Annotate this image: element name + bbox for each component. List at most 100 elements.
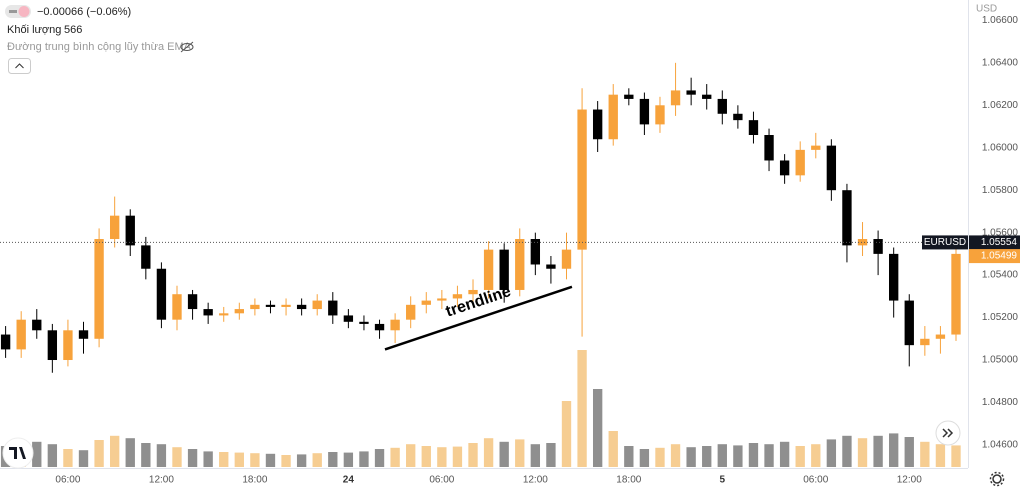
volume-bar <box>639 449 650 467</box>
symbol-label: EURUSD <box>924 237 966 248</box>
candle-body <box>437 298 447 301</box>
candle-body <box>608 94 618 140</box>
candle-body <box>530 239 541 265</box>
x-tick-label: 18:00 <box>242 475 267 486</box>
volume-bar <box>78 450 89 467</box>
y-tick-label: 1.05400 <box>982 270 1019 281</box>
eye-icon <box>180 43 194 51</box>
candle-body <box>702 94 712 99</box>
volume-bar <box>717 444 727 467</box>
trendline <box>384 285 573 351</box>
logo-badge <box>2 437 34 469</box>
candle-body <box>624 94 634 99</box>
collapse-button[interactable] <box>8 58 31 74</box>
volume-bar <box>172 447 182 467</box>
volume-bar <box>32 441 42 467</box>
volume-bar <box>577 350 587 467</box>
x-tick-label: 18:00 <box>616 475 641 486</box>
candle-body <box>904 300 914 346</box>
y-tick-label: 1.06200 <box>982 100 1019 111</box>
candle-body <box>63 330 73 361</box>
candle-body <box>328 300 338 316</box>
volume-bar <box>702 446 712 467</box>
candle-body <box>561 249 572 269</box>
volume-bar <box>857 438 868 467</box>
volume-bar <box>764 444 774 467</box>
hide-icon[interactable] <box>180 41 194 53</box>
volume-bar <box>795 446 805 467</box>
price-tag <box>969 235 1020 250</box>
candle-body <box>16 319 26 350</box>
symbol-tag <box>922 235 968 250</box>
volume-bar <box>561 401 572 467</box>
volume-bar <box>421 446 431 467</box>
volume-bar <box>265 453 276 467</box>
y-tick-label: 1.04600 <box>982 440 1019 451</box>
volume-bar <box>406 444 416 467</box>
x-tick-label: 12:00 <box>897 475 922 486</box>
candle-body <box>250 304 260 310</box>
volume-bar <box>655 447 665 467</box>
candle-body <box>78 330 89 339</box>
volume-bar <box>250 453 260 467</box>
volume-bar <box>359 451 369 467</box>
settings-teeth <box>989 471 1005 487</box>
indicator-title: Đường trung bình cộng lũy thừa EMA <box>7 41 192 53</box>
candle-body <box>234 309 244 314</box>
candle-body <box>592 109 603 140</box>
volume-bar <box>312 453 322 467</box>
candle-body <box>452 294 463 299</box>
volume-bar <box>452 446 463 467</box>
candle-body <box>125 215 135 246</box>
volume-bar <box>515 439 525 467</box>
candle-body <box>374 323 385 331</box>
x-tick-label: 24 <box>343 475 355 486</box>
volume-title: Khối lượng <box>7 24 61 36</box>
scroll-icon <box>942 428 954 438</box>
candle-body <box>795 149 805 176</box>
candle-body <box>32 319 42 331</box>
candle-body <box>187 294 198 310</box>
candle-body <box>94 239 104 339</box>
candle-body <box>0 334 11 350</box>
candle-body <box>826 145 837 191</box>
volume-bar <box>686 447 696 467</box>
volume-bar <box>811 444 821 467</box>
candle-body <box>203 309 213 316</box>
volume-bar <box>203 451 213 467</box>
axes: USD 1.06600 1.06400 1.06200 1.06000 1.05800 1… <box>55 4 1020 486</box>
candle-body <box>421 300 431 305</box>
candle-body <box>733 113 743 121</box>
volume-bar <box>920 441 930 467</box>
candle-body <box>359 321 369 324</box>
volume-bar <box>63 449 73 467</box>
x-tick-label: 12:00 <box>149 475 174 486</box>
volume-bar <box>94 440 104 467</box>
x-tick-label: 06:00 <box>55 475 80 486</box>
volume-bar <box>935 444 946 467</box>
volume-bar <box>779 441 790 467</box>
volume-bar <box>748 443 759 467</box>
y-tick-label: 1.05000 <box>982 355 1019 366</box>
candle-body <box>889 253 899 301</box>
volume-bar <box>624 446 634 467</box>
volume-bar <box>499 441 509 467</box>
candle-body <box>842 190 852 246</box>
volume-bar <box>873 435 883 467</box>
y-tick-label: 1.05200 <box>982 312 1019 323</box>
volume-bar <box>343 452 354 467</box>
logo <box>9 447 26 459</box>
candle-body <box>468 289 478 295</box>
pill-icon <box>9 10 17 13</box>
settings-icon[interactable] <box>992 474 1002 484</box>
candle-body <box>265 304 276 307</box>
x-tick-label: 06:00 <box>429 475 454 486</box>
x-tick-label: 12:00 <box>523 475 548 486</box>
candle-body <box>141 245 151 269</box>
y-tick-label: 1.06600 <box>982 15 1019 26</box>
candle-body <box>811 145 821 150</box>
price-label: 1.05554 <box>981 237 1018 248</box>
y-tick-label: 1.06400 <box>982 57 1019 68</box>
candle-body <box>499 249 509 290</box>
